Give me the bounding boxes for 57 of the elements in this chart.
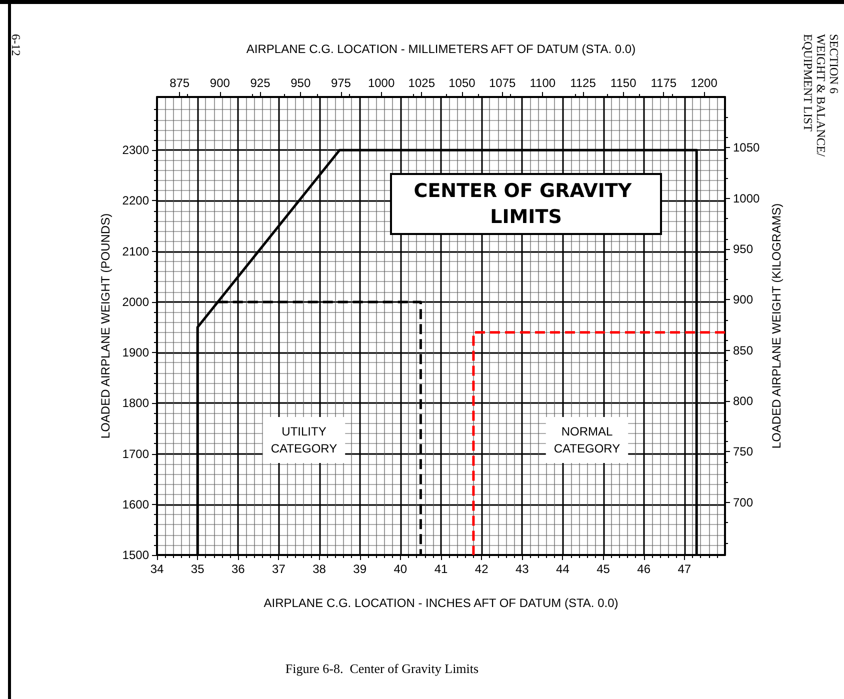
y2-tick-label: 900 [733,292,754,307]
y2-tick-label: 750 [733,444,754,459]
y-tick-label: 1900 [122,346,150,360]
text: 6-12 [9,34,23,56]
x-tick-label: 44 [556,562,570,576]
y-axis-title: LOADED AIRPLANE WEIGHT (POUNDS) [98,213,112,439]
x2-tick-label: 1025 [408,76,436,90]
y2-tick-label: 1050 [733,140,760,155]
x2-tick-label: 1175 [650,76,677,90]
x2-tick-label: 1125 [570,76,596,90]
y2-tick-label: 700 [733,495,754,510]
x2-tick-label: 1050 [448,76,476,90]
x-tick-label: 46 [637,562,651,576]
x-tick-label: 38 [312,562,326,576]
x2-tick-label: 875 [170,76,190,90]
y2-tick-label: 1000 [733,191,760,206]
x-tick-label: 37 [272,562,286,576]
text: CENTER OF GRAVITY LIMITS [414,180,638,228]
y-tick-label: 1500 [122,548,150,562]
caption: Figure 6-8. Center of Gravity Limits [285,661,479,676]
y-tick-label: 2100 [122,244,150,258]
y2-tick-label: 850 [733,343,754,358]
x2-tick-label: 975 [330,76,352,90]
x-tick-label: 47 [678,562,692,576]
x2-tick-label: 925 [250,76,271,90]
x2-axis-title: AIRPLANE C.G. LOCATION - MILLIMETERS AFT OF DATUM (STA. 0.0) [246,42,636,56]
y2-tick-label: 800 [733,394,754,408]
text: SECTION 6 [827,34,841,94]
x2-tick-label: 1100 [530,76,556,90]
y-tick-label: 1600 [122,497,150,512]
x2-tick-label: 900 [210,76,230,90]
x-tick-label: 36 [231,562,246,576]
x-axis-title: AIRPLANE C.G. LOCATION - INCHES AFT OF DATUM (STA. 0.0) [264,596,618,610]
x-tick-label: 35 [190,562,205,576]
x-tick-label: 40 [394,562,408,576]
x2-tick-label: 950 [290,76,311,90]
y-tick-label: 1800 [122,396,150,410]
x2-tick-label: 1150 [610,76,637,90]
y-tick-label: 2200 [122,194,150,208]
x2-tick-label: 1075 [488,76,516,90]
y-tick-label: 2300 [122,143,150,158]
text: EQUIPMENT LIST [801,34,815,132]
y2-axis-title: LOADED AIRPLANE WEIGHT (KILOGRAMS) [770,203,784,449]
y-tick-label: 1700 [122,446,150,461]
annotation: NORMAL CATEGORY [554,424,620,456]
x-tick-label: 41 [434,562,448,576]
y-tick-label: 2000 [122,294,150,309]
x-tick-label: 43 [515,562,530,576]
x2-tick-label: 1200 [690,76,718,90]
text: WEIGHT & BALANCE/ [814,34,828,158]
y2-tick-label: 950 [733,242,754,256]
x2-tick-label: 1000 [368,76,395,90]
x-tick-label: 39 [353,562,367,576]
x-tick-label: 34 [150,562,164,576]
x-tick-label: 42 [474,562,489,576]
x-tick-label: 45 [596,562,610,576]
annotation: UTILITY CATEGORY [270,424,338,456]
